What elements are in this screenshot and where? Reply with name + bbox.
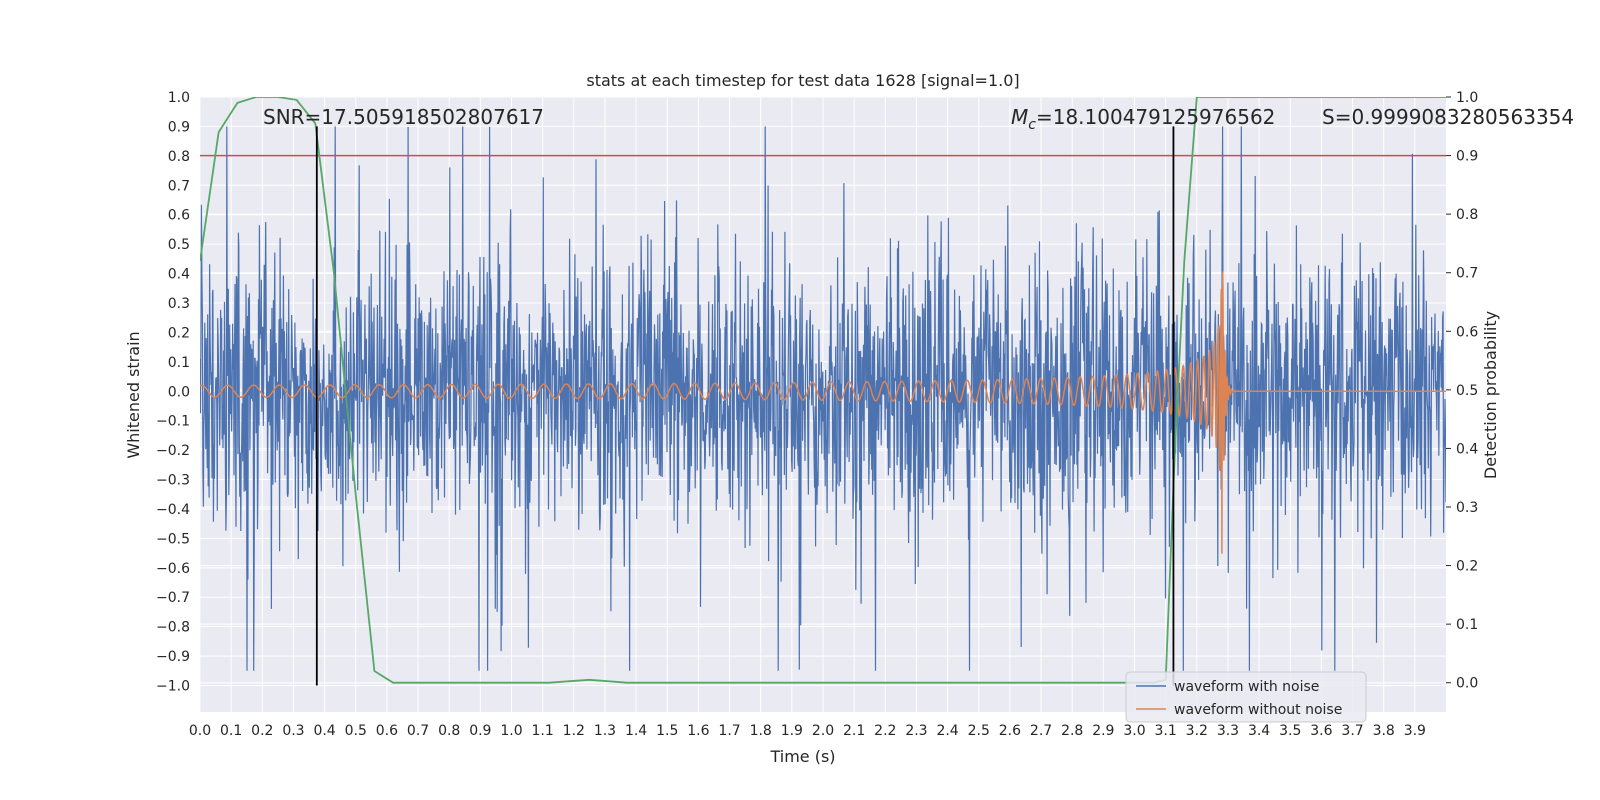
x-tick-label: 2.9 — [1092, 723, 1114, 739]
x-tick-label: 1.7 — [718, 723, 740, 739]
legend-label-noise: waveform with noise — [1174, 679, 1319, 695]
x-tick-label: 3.8 — [1373, 723, 1395, 739]
y-tick-label: 0.4 — [168, 267, 190, 283]
y-axis-label: Whitened strain — [124, 331, 143, 458]
y-axis-ticks: 1.0 0.9 0.8 0.7 0.6 0.5 0.4 0.3 0.2 0.1 0.0 −0.1 −0.… — [156, 90, 190, 695]
series-line-probability — [200, 97, 1446, 684]
y2-axis-ticks: 1.0 0.9 0.8 0.7 0.6 0.5 0.4 0.3 0.2 0.1 0.0 — [1446, 90, 1478, 692]
x-tick-label: 0.7 — [407, 723, 429, 739]
x-tick-label: 1.6 — [687, 723, 709, 739]
y-tick-label: −0.1 — [156, 414, 190, 430]
chirp-mass-symbol: M — [1011, 105, 1028, 129]
x-tick-label: 2.4 — [936, 723, 958, 739]
y-tick-label: 0.9 — [168, 119, 190, 135]
y2-tick-label: 0.8 — [1456, 207, 1478, 223]
x-tick-label: 0.3 — [282, 723, 304, 739]
x-tick-label: 3.6 — [1310, 723, 1332, 739]
y-tick-label: −0.3 — [156, 473, 190, 489]
legend-label-clean: waveform without noise — [1174, 702, 1342, 718]
y-tick-label: 0.6 — [168, 208, 190, 224]
x-tick-label: 0.4 — [313, 723, 335, 739]
x-tick-label: 1.3 — [594, 723, 616, 739]
y-tick-label: 0.0 — [168, 384, 190, 400]
y-tick-label: 0.8 — [168, 149, 190, 165]
y-tick-label: −0.2 — [156, 443, 190, 459]
x-tick-label: 1.9 — [781, 723, 803, 739]
x-tick-label: 2.3 — [905, 723, 927, 739]
x-tick-label: 1.8 — [750, 723, 772, 739]
y2-tick-label: 0.3 — [1456, 500, 1478, 516]
y2-axis-label: Detection probability — [1481, 311, 1500, 479]
series-line-noise — [200, 126, 1446, 671]
x-tick-label: 0.0 — [189, 723, 211, 739]
y2-tick-label: 0.4 — [1456, 441, 1478, 457]
x-tick-label: 2.2 — [874, 723, 896, 739]
legend: waveform with noise waveform without noi… — [1125, 671, 1367, 723]
chart-title: stats at each timestep for test data 162… — [586, 71, 1019, 90]
plot-content — [200, 97, 1446, 686]
y-tick-label: 0.5 — [168, 237, 190, 253]
x-tick-label: 3.4 — [1248, 723, 1270, 739]
x-axis-label: Time (s) — [769, 747, 835, 766]
x-tick-label: 3.7 — [1341, 723, 1363, 739]
y2-tick-label: 0.0 — [1456, 676, 1478, 692]
x-axis-ticks: 0.0 0.1 0.2 0.3 0.4 0.5 0.6 0.7 0.8 0.9 1.0 1.1 1.2 1… — [189, 723, 1426, 739]
y-tick-label: −0.9 — [156, 649, 190, 665]
y-tick-label: −0.6 — [156, 561, 190, 577]
x-tick-label: 3.2 — [1186, 723, 1208, 739]
x-tick-label: 3.9 — [1404, 723, 1426, 739]
x-tick-label: 0.5 — [345, 723, 367, 739]
y-tick-label: −1.0 — [156, 679, 190, 695]
x-tick-label: 3.3 — [1217, 723, 1239, 739]
y2-tick-label: 0.2 — [1456, 559, 1478, 575]
x-tick-label: 0.8 — [438, 723, 460, 739]
x-tick-label: 1.2 — [563, 723, 585, 739]
y-tick-label: 0.3 — [168, 296, 190, 312]
x-tick-label: 2.8 — [1061, 723, 1083, 739]
y-tick-label: −0.7 — [156, 590, 190, 606]
x-tick-label: 1.1 — [532, 723, 554, 739]
x-tick-label: 1.5 — [656, 723, 678, 739]
score-annotation: S=0.9999083280563354 — [1322, 105, 1574, 129]
chirp-mass-annotation: Mc=18.100479125976562 — [1011, 105, 1275, 133]
snr-annotation: SNR=17.505918502807617 — [263, 105, 544, 129]
x-tick-label: 0.9 — [469, 723, 491, 739]
x-tick-label: 2.5 — [968, 723, 990, 739]
y-tick-label: 1.0 — [168, 90, 190, 106]
x-tick-label: 0.1 — [220, 723, 242, 739]
x-tick-label: 3.5 — [1279, 723, 1301, 739]
y2-tick-label: 0.7 — [1456, 266, 1478, 282]
y-tick-label: 0.7 — [168, 178, 190, 194]
x-tick-label: 1.4 — [625, 723, 647, 739]
x-tick-label: 2.1 — [843, 723, 865, 739]
y-tick-label: 0.2 — [168, 325, 190, 341]
chirp-mass-subscript: c — [1028, 117, 1036, 133]
y2-tick-label: 0.9 — [1456, 149, 1478, 165]
x-tick-label: 2.7 — [1030, 723, 1052, 739]
x-tick-label: 3.1 — [1155, 723, 1177, 739]
y2-tick-label: 0.5 — [1456, 383, 1478, 399]
y2-tick-label: 0.1 — [1456, 617, 1478, 633]
y-tick-label: −0.8 — [156, 620, 190, 636]
y-tick-label: −0.4 — [156, 502, 190, 518]
y2-tick-label: 0.6 — [1456, 324, 1478, 340]
y-tick-label: −0.5 — [156, 531, 190, 547]
x-tick-label: 1.0 — [500, 723, 522, 739]
y2-tick-label: 1.0 — [1456, 90, 1478, 106]
legend-box — [1125, 671, 1367, 723]
x-tick-label: 3.0 — [1123, 723, 1145, 739]
y-tick-label: 0.1 — [168, 355, 190, 371]
chirp-mass-value: =18.100479125976562 — [1036, 105, 1275, 129]
x-tick-label: 0.6 — [376, 723, 398, 739]
x-tick-label: 0.2 — [251, 723, 273, 739]
x-tick-label: 2.0 — [812, 723, 834, 739]
series-line-clean — [200, 271, 1446, 554]
x-tick-label: 2.6 — [999, 723, 1021, 739]
